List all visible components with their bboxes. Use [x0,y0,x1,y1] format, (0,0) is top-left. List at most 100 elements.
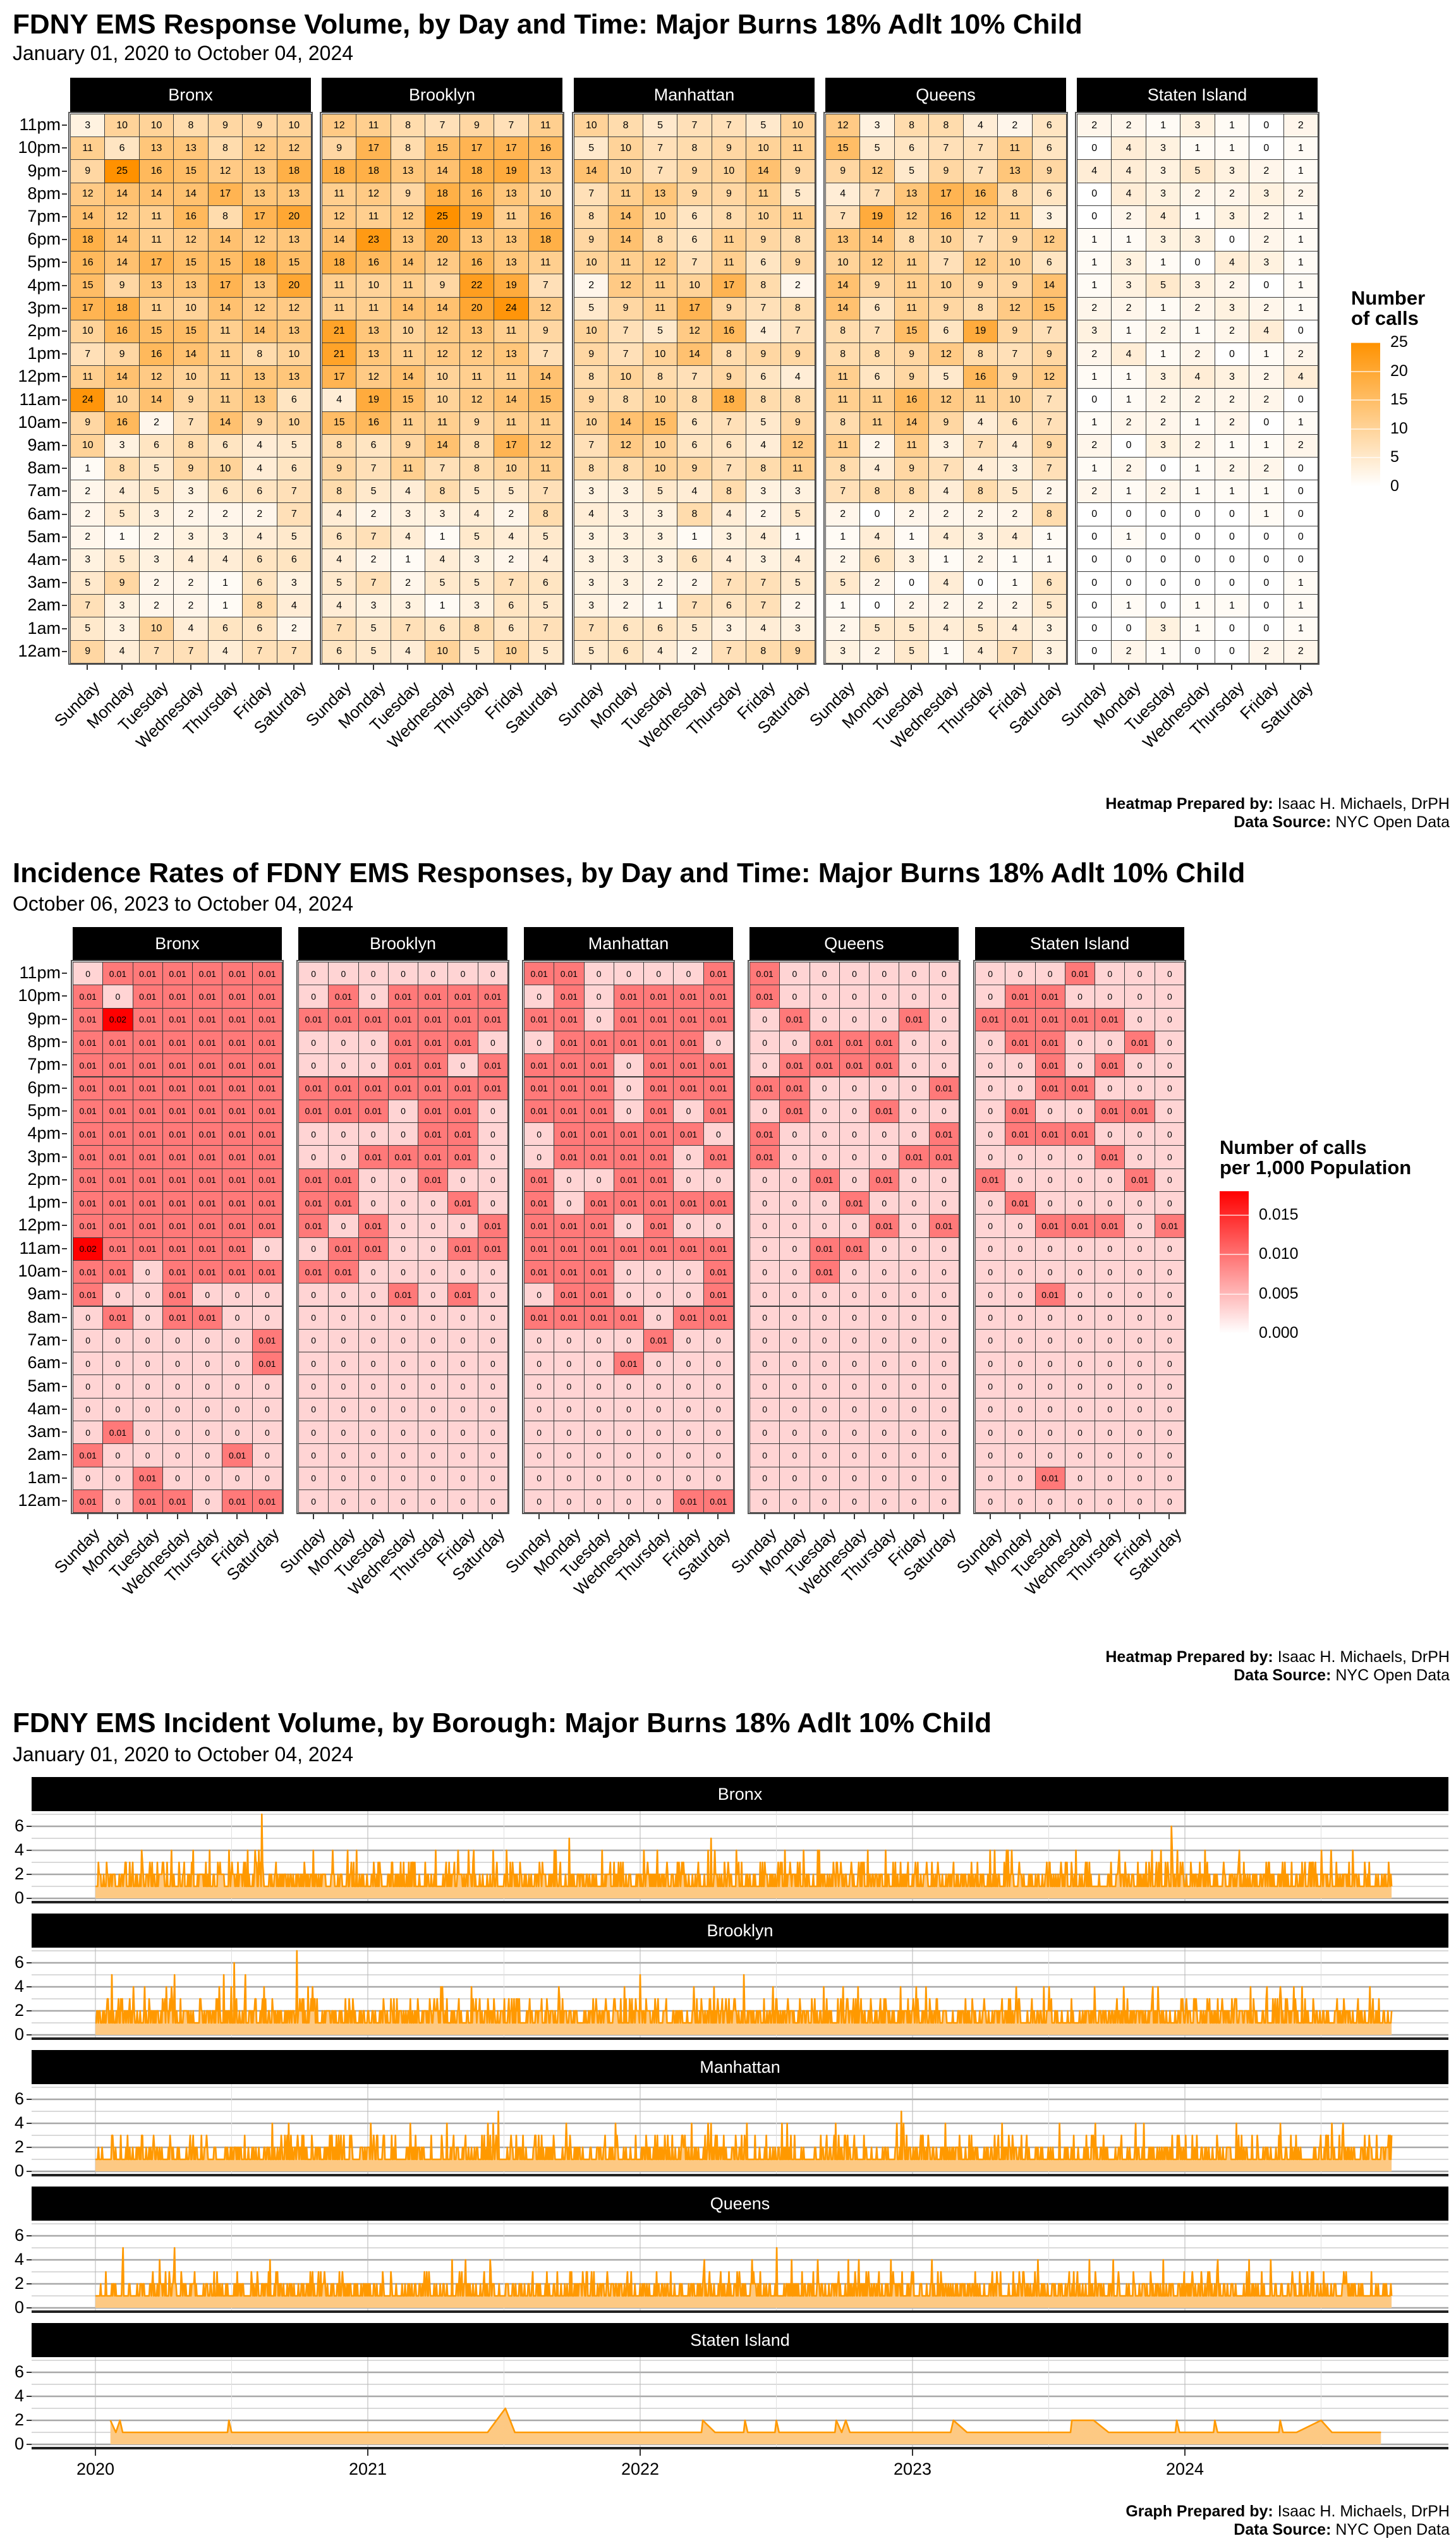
heatmap-cell: 0 [1005,1352,1036,1376]
heatmap-cell: 8 [825,411,861,435]
heatmap-cell: 17 [70,296,106,320]
heatmap-cell: 4 [711,548,747,572]
heatmap-cell: 0 [447,1214,478,1238]
heatmap-cell: 0.01 [73,1168,104,1192]
heatmap-cell: 0 [839,1328,870,1353]
heatmap-cell: 16 [70,251,106,275]
heatmap-cell: 0 [1034,1421,1065,1445]
heatmap-cell: 0.01 [899,1145,930,1169]
heatmap-cell: 7 [711,640,747,664]
heatmap-cell: 17 [494,434,529,458]
heatmap-cell: 0 [418,1466,449,1490]
heatmap-cell: 0 [613,962,645,986]
y-axis-tick [62,1133,67,1135]
heatmap-cell: 3 [1145,434,1181,458]
heatmap-cell: 0.01 [252,962,282,986]
heatmap-cell: 11 [528,251,563,275]
heatmap-cell: 13 [242,274,277,298]
heatmap-cell: 8 [746,640,781,664]
y-axis-tick [27,2420,32,2421]
heatmap-cell: 2 [1145,411,1181,435]
heatmap-cell: 0.01 [328,1237,359,1261]
facet-strip-brooklyn: Brooklyn [322,78,562,112]
heatmap-cell: 0 [928,1168,959,1192]
heatmap-cell: 0 [1154,1328,1185,1353]
heatmap-cell: 0 [1124,1328,1155,1353]
heatmap-cell: 0.01 [447,1283,478,1307]
heatmap-cell: 0.01 [73,1191,104,1215]
heatmap-cell: 2 [1180,434,1215,458]
heatmap-cell: 0 [643,1421,674,1445]
heatmap-cell: 0.01 [162,1214,193,1238]
hour-label: 1am [27,618,61,638]
heatmap-cell: 2 [138,571,174,595]
heatmap-cell: 7 [173,411,209,435]
area-plot-panel [32,1811,1448,1902]
heatmap-cell: 0.01 [975,1168,1006,1192]
heatmap-cell: 4 [242,434,277,458]
heatmap-cell: 0 [703,1030,734,1055]
heatmap-cell: 6 [642,617,678,641]
heatmap-cell: 0 [643,1306,674,1330]
heatmap-cell: 0.01 [418,1030,449,1055]
heatmap-cell: 0 [869,1466,900,1490]
heatmap-cell: 5 [859,136,895,161]
heatmap-cell: 0.01 [583,1053,614,1077]
heatmap-cell: 0.01 [583,1076,614,1100]
heatmap-cell: 0.01 [192,1237,223,1261]
heatmap-cell: 0 [554,1191,585,1215]
heatmap-cell: 0 [298,962,329,986]
heatmap-cell: 0 [102,1328,133,1353]
x-axis-tick [912,2449,913,2456]
heatmap-cell: 8 [173,434,209,458]
heatmap-cell: 2 [1214,411,1250,435]
heatmap-cell: 10 [390,319,426,343]
heatmap-cell: 0.01 [162,1168,193,1192]
heatmap-cell: 0 [298,1443,329,1467]
heatmap-cell: 2 [70,502,106,526]
heatmap-cell: 9 [173,457,209,481]
heatmap-cell: 0.01 [328,1168,359,1192]
y-axis-tick [62,262,67,264]
heatmap-cell: 0 [869,1237,900,1261]
heatmap-cell: 13 [242,159,277,183]
heatmap-cell: 0 [975,1328,1006,1353]
heatmap-cell: 9 [425,274,460,298]
heatmap-cell: 0 [1145,457,1181,481]
heatmap-cell: 2 [997,594,1033,618]
heatmap-cell: 4 [494,525,529,549]
heatmap-cell: 12 [173,228,209,252]
heatmap-cell: 5 [894,640,930,664]
heatmap-cell: 4 [746,319,781,343]
heatmap-cell: 0.01 [102,1237,133,1261]
heatmap-cell: 0.01 [583,1306,614,1330]
heatmap-cell: 0.01 [1034,1053,1065,1077]
hour-label: 5am [27,1376,61,1395]
heatmap-cell: 0 [1034,1259,1065,1284]
heatmap-cell: 9 [574,228,609,252]
hour-label: 3pm [27,1146,61,1166]
heatmap-cell: 9 [574,343,609,367]
heatmap-cell: 15 [425,136,460,161]
heatmap-cell: 0.01 [673,1053,704,1077]
x-axis-tick [823,1514,825,1520]
heatmap-cell: 0.01 [673,1122,704,1146]
heatmap-cell: 14 [894,411,930,435]
heatmap-cell: 1 [642,594,678,618]
heatmap-cell: 2 [1249,640,1284,664]
heatmap-cell: 0 [1095,1466,1125,1490]
heatmap-cell: 0 [477,1283,508,1307]
heatmap-cell: 0 [1005,1283,1036,1307]
prepared-by-label: Heatmap Prepared by: [1105,795,1273,813]
heatmap-cell: 10 [997,388,1033,412]
heatmap-cell: 0 [613,1466,645,1490]
heatmap-cell: 14 [390,365,426,389]
heatmap-cell: 0.01 [73,1053,104,1077]
hour-label: 11am [19,389,61,409]
heatmap-cell: 0 [869,1191,900,1215]
heatmap-cell: 0 [1095,1306,1125,1330]
heatmap-cell: 12 [276,136,312,161]
heatmap-cell: 0 [1064,1237,1096,1261]
heatmap-cell: 15 [207,251,243,275]
heatmap-cell: 0.01 [418,1007,449,1031]
